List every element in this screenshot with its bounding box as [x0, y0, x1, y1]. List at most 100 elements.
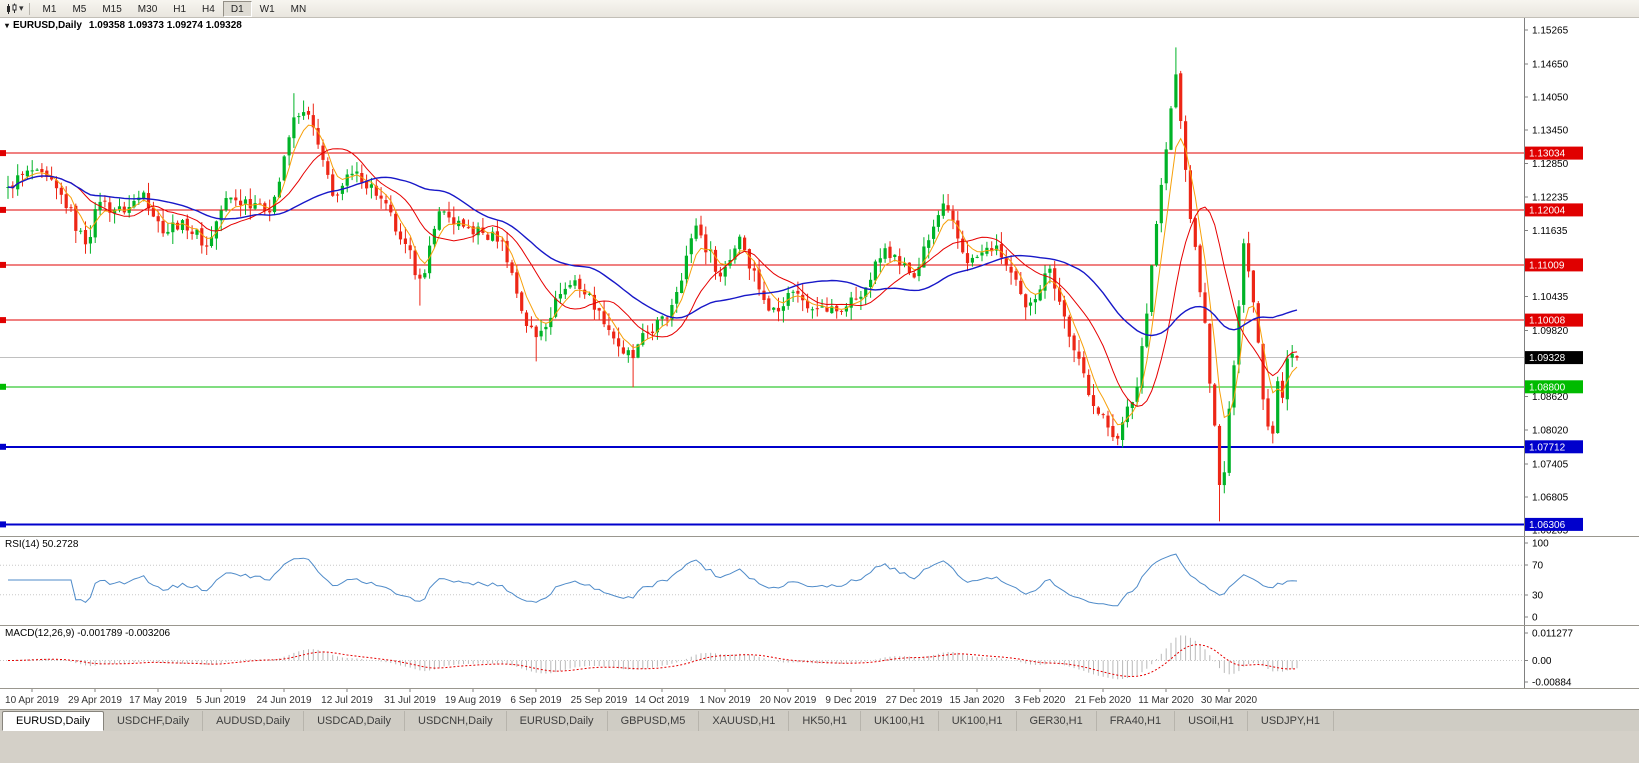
chart-tab-9[interactable]: UK100,H1: [861, 711, 939, 731]
line-left-handle[interactable]: [0, 206, 6, 213]
price-tick-label: 1.15265: [1532, 26, 1569, 37]
candlestick-glyph: [7, 3, 17, 14]
rsi-tick-label: 30: [1532, 590, 1544, 601]
price-tick-label: 1.07405: [1532, 459, 1569, 470]
macd-tick-label: 0.00: [1532, 656, 1552, 667]
chart-tab-1[interactable]: USDCHF,Daily: [104, 711, 204, 731]
date-axis-canvas[interactable]: 10 Apr 2019 29 Apr 2019 17 May 2019 5 Jun 2…: [0, 689, 1639, 709]
svg-text:1.11009: 1.11009: [1529, 260, 1565, 271]
chart-tab-4[interactable]: USDCNH,Daily: [405, 711, 507, 731]
price-tick-label: 1.12235: [1532, 193, 1569, 204]
svg-text:1.06306: 1.06306: [1529, 520, 1566, 531]
date-tick-label: 10 Apr 2019: [5, 695, 59, 706]
chart-tabs-bar: EURUSD,Daily USDCHF,Daily AUDUSD,Daily USDC…: [0, 709, 1639, 731]
main-chart-panel: 1.15265 1.14650 1.14050 1.13450 1.12850 1.122…: [0, 18, 1639, 536]
panel-divider[interactable]: [0, 625, 1639, 626]
line-price-badge: [1525, 203, 1583, 217]
chart-tab-13[interactable]: USOil,H1: [1175, 711, 1248, 731]
chart-tab-2[interactable]: AUDUSD,Daily: [203, 711, 305, 731]
period-button-d1[interactable]: D1: [222, 0, 252, 17]
line-left-handle[interactable]: [0, 443, 6, 450]
date-tick-label: 15 Jan 2020: [949, 695, 1004, 706]
price-tick-label: 1.10435: [1532, 292, 1569, 303]
rsi-canvas[interactable]: 100 70 30 0: [0, 537, 1639, 625]
chart-tab-5[interactable]: EURUSD,Daily: [507, 711, 608, 731]
price-tick-label: 1.13450: [1532, 126, 1569, 137]
chart-tab-14[interactable]: USDJPY,H1: [1248, 711, 1335, 731]
period-button-h1[interactable]: H1: [173, 3, 187, 15]
macd-canvas[interactable]: 0.011277 0.00 -0.00884: [0, 626, 1639, 688]
date-tick-label: 14 Oct 2019: [635, 695, 690, 706]
macd-tick-label: 0.011277: [1532, 629, 1573, 640]
date-tick-label: 25 Sep 2019: [571, 695, 628, 706]
svg-text:1.07712: 1.07712: [1529, 442, 1566, 453]
price-tick-label: 1.09820: [1532, 326, 1569, 337]
chart-type-dropdown-icon[interactable]: ▾: [19, 3, 24, 13]
date-tick-label: 24 Jun 2019: [256, 695, 311, 706]
current-price-badge: [1525, 351, 1583, 365]
svg-text:1.10008: 1.10008: [1529, 316, 1566, 327]
timeframe-toolbar: ▾ M1 M5 M15 M30 H1 H4 D1 W1 MN: [0, 0, 1639, 18]
chart-tab-3[interactable]: USDCAD,Daily: [304, 711, 406, 731]
chart-tab-0[interactable]: EURUSD,Daily: [2, 711, 104, 731]
macd-tick-label: -0.00884: [1532, 678, 1572, 689]
toolbar-separator: [28, 2, 30, 15]
moving-average-line: [7, 175, 1298, 337]
line-left-handle[interactable]: [0, 521, 6, 528]
period-button-w1[interactable]: W1: [259, 3, 275, 15]
line-price-badge: [1525, 313, 1583, 327]
period-button-m1[interactable]: M1: [42, 3, 57, 15]
date-axis[interactable]: 10 Apr 2019 29 Apr 2019 17 May 2019 5 Jun 2…: [0, 689, 1639, 709]
svg-text:1.08800: 1.08800: [1529, 382, 1566, 393]
date-tick-label: 5 Jun 2019: [196, 695, 246, 706]
line-price-badge: [1525, 380, 1583, 394]
line-price-badge: [1525, 258, 1583, 272]
price-chart-canvas[interactable]: 1.15265 1.14650 1.14050 1.13450 1.12850 1.122…: [0, 18, 1639, 536]
rsi-tick-label: 100: [1532, 539, 1549, 550]
chart-tab-12[interactable]: FRA40,H1: [1097, 711, 1176, 731]
chart-tab-11[interactable]: GER30,H1: [1017, 711, 1097, 731]
chart-menu-icon[interactable]: ▾: [5, 21, 10, 30]
date-tick-label: 21 Feb 2020: [1075, 695, 1132, 706]
price-tick-label: 1.08020: [1532, 425, 1569, 436]
price-tick-label: 1.11635: [1532, 226, 1568, 237]
panel-divider[interactable]: [0, 688, 1639, 689]
line-left-handle[interactable]: [0, 317, 6, 324]
panel-divider[interactable]: [0, 536, 1639, 537]
date-tick-label: 6 Sep 2019: [510, 695, 562, 706]
line-price-badge: [1525, 146, 1583, 160]
chart-type-icon[interactable]: [4, 2, 20, 16]
date-tick-label: 12 Jul 2019: [321, 695, 373, 706]
rsi-panel: 100 70 30 0 RSI(14) 50.2728: [0, 537, 1639, 625]
period-button-mn[interactable]: MN: [290, 3, 307, 15]
window-bottom-strip: [0, 731, 1639, 763]
price-tick-label: 1.08620: [1532, 392, 1569, 403]
period-button-h4[interactable]: H4: [202, 3, 215, 15]
line-price-badge: [1525, 517, 1583, 531]
moving-average-line: [7, 124, 1298, 426]
price-tick-label: 1.14050: [1532, 93, 1569, 104]
date-tick-label: 19 Aug 2019: [445, 695, 502, 706]
svg-text:1.12004: 1.12004: [1529, 205, 1566, 216]
rsi-line: [8, 553, 1298, 607]
period-button-m5[interactable]: M5: [72, 3, 87, 15]
chart-tab-8[interactable]: HK50,H1: [789, 711, 861, 731]
date-tick-label: 31 Jul 2019: [384, 695, 436, 706]
line-left-handle[interactable]: [0, 261, 6, 268]
chart-tab-10[interactable]: UK100,H1: [939, 711, 1017, 731]
period-button-m15[interactable]: M15: [102, 3, 122, 15]
period-button-m30[interactable]: M30: [137, 3, 158, 15]
macd-signal-line: [8, 644, 1298, 678]
macd-panel: 0.011277 0.00 -0.00884 MACD(12,26,9) -0.00…: [0, 626, 1639, 688]
svg-text:1.13034: 1.13034: [1529, 149, 1566, 160]
chart-tab-7[interactable]: XAUUSD,H1: [699, 711, 790, 731]
date-tick-label: 1 Nov 2019: [699, 695, 751, 706]
date-tick-label: 30 Mar 2020: [1201, 695, 1258, 706]
price-tick-label: 1.06805: [1532, 492, 1569, 503]
date-tick-label: 17 May 2019: [129, 695, 187, 706]
line-left-handle[interactable]: [0, 150, 6, 157]
period-buttons: M1 M5 M15 M30 H1 H4 D1 W1 MN: [35, 0, 315, 17]
line-left-handle[interactable]: [0, 383, 6, 390]
chart-tab-6[interactable]: GBPUSD,M5: [608, 711, 700, 731]
